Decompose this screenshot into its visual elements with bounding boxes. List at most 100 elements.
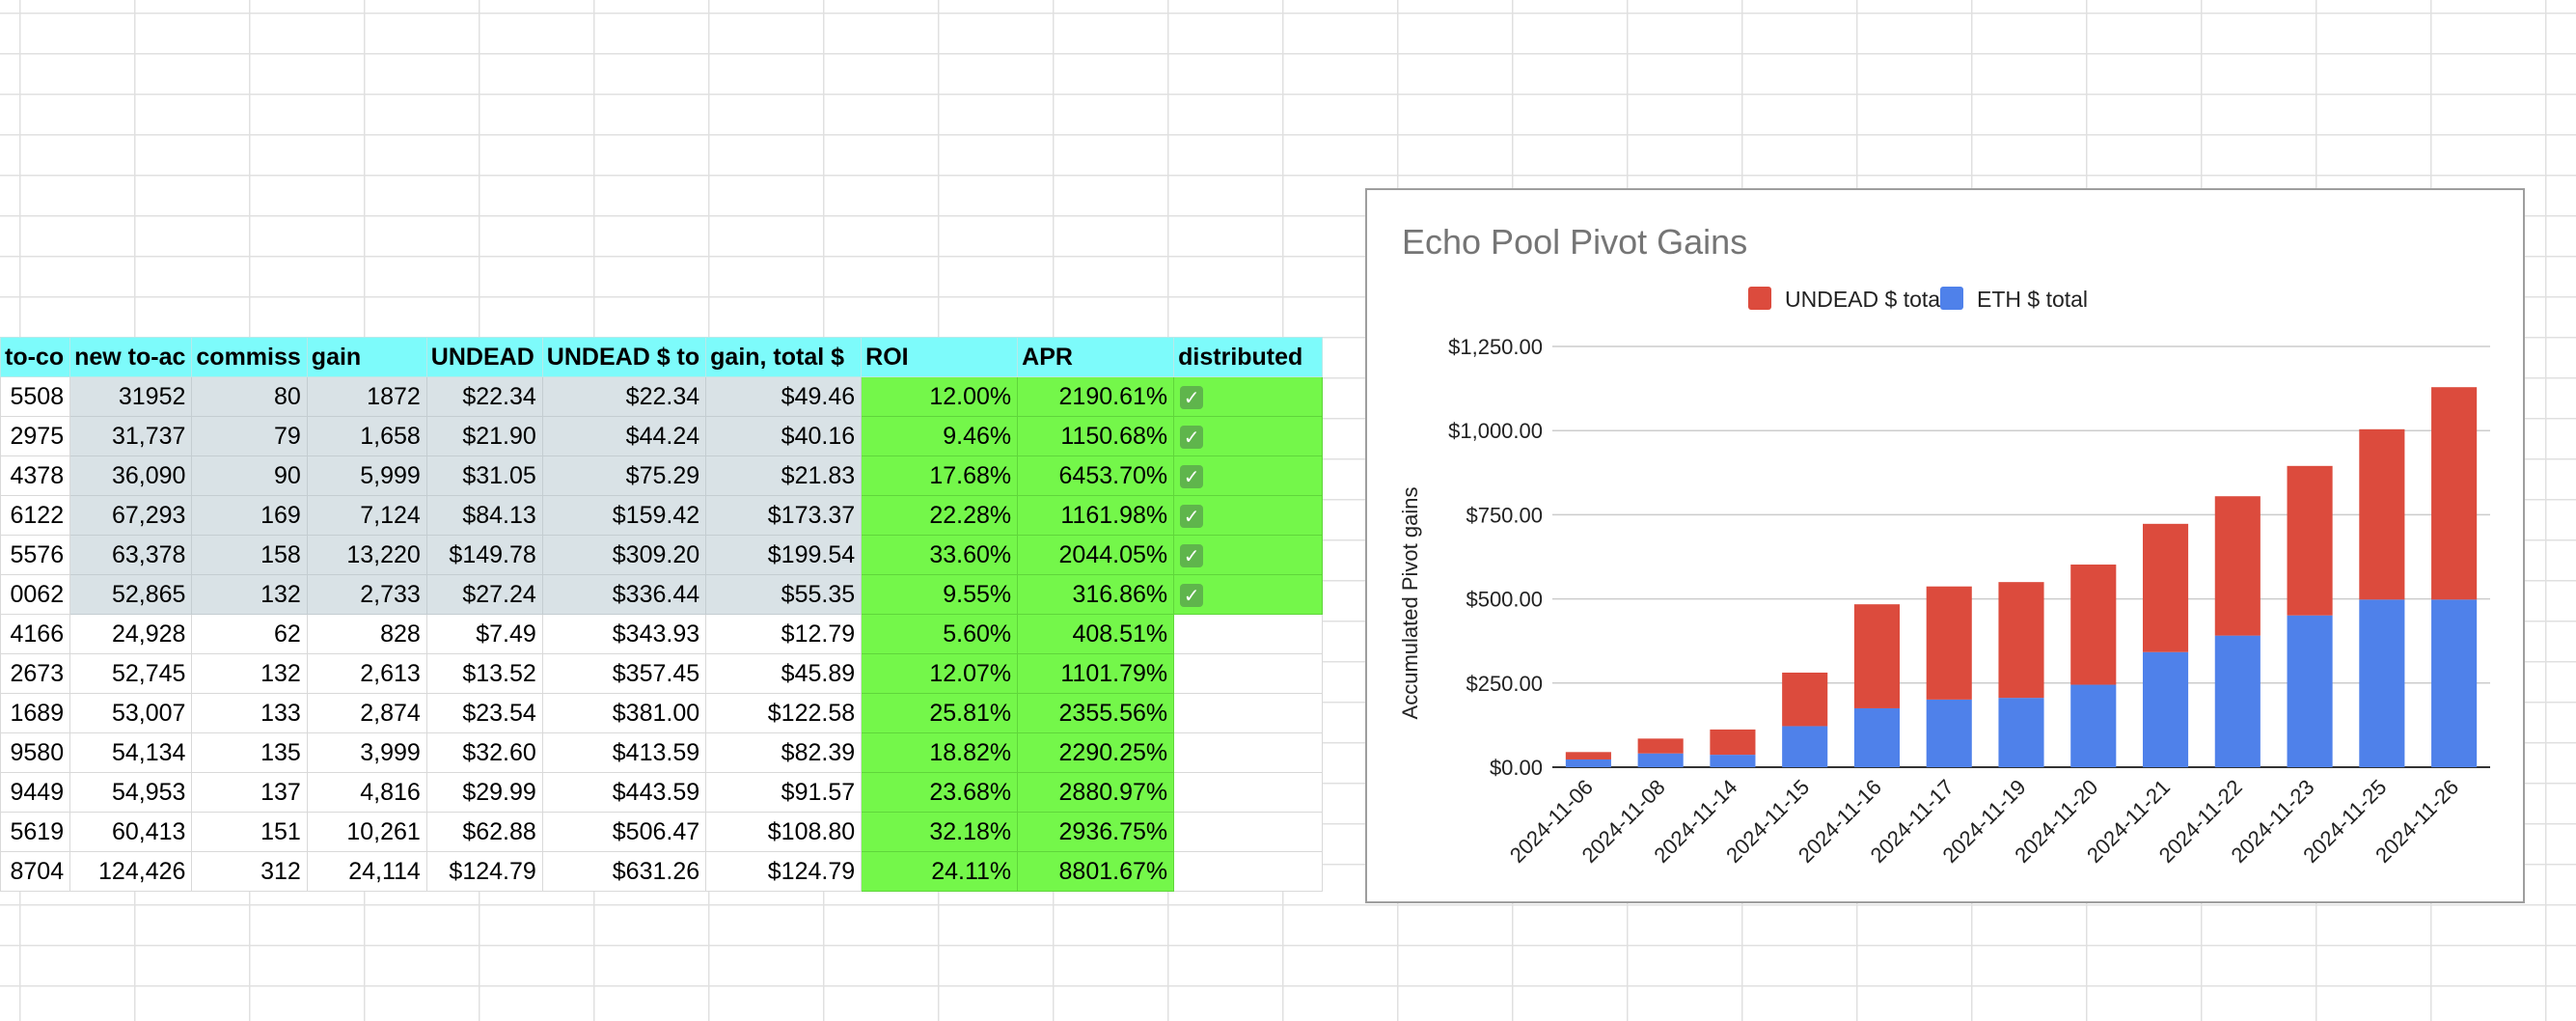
table-cell[interactable]: 1150.68% (1017, 416, 1175, 456)
table-cell[interactable]: 132 (191, 653, 308, 694)
table-cell[interactable]: $55.35 (705, 574, 863, 615)
table-cell[interactable]: 80 (191, 376, 308, 417)
table-cell[interactable]: 5,999 (306, 455, 427, 496)
table-cell[interactable]: $309.20 (541, 535, 707, 575)
table-cell[interactable]: $357.45 (541, 653, 707, 694)
column-header[interactable]: new to-ac (69, 337, 193, 377)
table-cell[interactable]: 31952 (69, 376, 193, 417)
bar-segment[interactable] (2431, 387, 2478, 600)
table-cell[interactable]: $149.78 (425, 535, 543, 575)
table-cell[interactable]: 4166 (0, 614, 71, 654)
table-cell[interactable]: 60,413 (69, 812, 193, 852)
bar-segment[interactable] (2431, 599, 2478, 767)
table-cell[interactable]: 151 (191, 812, 308, 852)
table-cell[interactable]: $413.59 (541, 732, 707, 773)
distributed-cell[interactable] (1173, 732, 1324, 773)
table-cell[interactable]: 2936.75% (1017, 812, 1175, 852)
distributed-cell[interactable] (1173, 614, 1324, 654)
bar-segment[interactable] (1637, 738, 1684, 754)
table-cell[interactable]: $7.49 (425, 614, 543, 654)
table-cell[interactable]: 36,090 (69, 455, 193, 496)
table-cell[interactable]: 2,733 (306, 574, 427, 615)
table-cell[interactable]: $31.05 (425, 455, 543, 496)
distributed-cell[interactable] (1173, 851, 1324, 892)
table-cell[interactable]: 135 (191, 732, 308, 773)
column-header[interactable]: APR (1017, 337, 1175, 377)
table-cell[interactable]: 828 (306, 614, 427, 654)
table-cell[interactable]: $32.60 (425, 732, 543, 773)
table-cell[interactable]: $108.80 (705, 812, 863, 852)
table-cell[interactable]: 137 (191, 772, 308, 813)
table-cell[interactable]: $343.93 (541, 614, 707, 654)
table-cell[interactable]: 8704 (0, 851, 71, 892)
table-cell[interactable]: 79 (191, 416, 308, 456)
bar-segment[interactable] (1565, 752, 1611, 759)
table-cell[interactable]: 2,874 (306, 693, 427, 733)
table-cell[interactable]: $159.42 (541, 495, 707, 536)
table-cell[interactable]: 9449 (0, 772, 71, 813)
table-cell[interactable]: 4378 (0, 455, 71, 496)
table-cell[interactable]: 1689 (0, 693, 71, 733)
column-header[interactable]: UNDEAD $ to (541, 337, 707, 377)
table-cell[interactable]: 133 (191, 693, 308, 733)
table-cell[interactable]: 52,865 (69, 574, 193, 615)
table-cell[interactable]: 8801.67% (1017, 851, 1175, 892)
column-header[interactable]: UNDEAD (425, 337, 543, 377)
bar-segment[interactable] (1853, 604, 1901, 708)
table-cell[interactable]: $443.59 (541, 772, 707, 813)
distributed-cell[interactable]: ✓ (1173, 455, 1324, 496)
table-cell[interactable]: 31,737 (69, 416, 193, 456)
bar-segment[interactable] (1998, 698, 2044, 767)
table-cell[interactable]: 9.46% (861, 416, 1019, 456)
table-cell[interactable]: 13,220 (306, 535, 427, 575)
table-cell[interactable]: 25.81% (861, 693, 1019, 733)
distributed-cell[interactable] (1173, 693, 1324, 733)
table-cell[interactable]: 312 (191, 851, 308, 892)
distributed-cell[interactable]: ✓ (1173, 376, 1324, 417)
table-cell[interactable]: $49.46 (705, 376, 863, 417)
distributed-cell[interactable] (1173, 812, 1324, 852)
table-cell[interactable]: 24.11% (861, 851, 1019, 892)
table-cell[interactable]: 67,293 (69, 495, 193, 536)
table-cell[interactable]: $506.47 (541, 812, 707, 852)
table-cell[interactable]: 3,999 (306, 732, 427, 773)
bar-segment[interactable] (2142, 523, 2189, 652)
column-header[interactable]: gain, total $ (705, 337, 863, 377)
table-cell[interactable]: 62 (191, 614, 308, 654)
table-cell[interactable]: $62.88 (425, 812, 543, 852)
table-cell[interactable]: 12.00% (861, 376, 1019, 417)
table-cell[interactable]: $12.79 (705, 614, 863, 654)
bar-segment[interactable] (2359, 428, 2405, 600)
distributed-cell[interactable]: ✓ (1173, 495, 1324, 536)
table-cell[interactable]: 2044.05% (1017, 535, 1175, 575)
bar-segment[interactable] (1710, 729, 1756, 756)
table-cell[interactable]: $124.79 (425, 851, 543, 892)
table-cell[interactable]: 169 (191, 495, 308, 536)
bar-segment[interactable] (2070, 565, 2117, 685)
table-cell[interactable]: 63,378 (69, 535, 193, 575)
table-cell[interactable]: $173.37 (705, 495, 863, 536)
table-cell[interactable]: 316.86% (1017, 574, 1175, 615)
table-cell[interactable]: 32.18% (861, 812, 1019, 852)
distributed-cell[interactable] (1173, 772, 1324, 813)
table-cell[interactable]: 1101.79% (1017, 653, 1175, 694)
table-cell[interactable]: 5619 (0, 812, 71, 852)
table-cell[interactable]: 53,007 (69, 693, 193, 733)
table-cell[interactable]: $631.26 (541, 851, 707, 892)
table-cell[interactable]: 9.55% (861, 574, 1019, 615)
table-cell[interactable]: 2190.61% (1017, 376, 1175, 417)
table-cell[interactable]: $22.34 (541, 376, 707, 417)
table-cell[interactable]: $91.57 (705, 772, 863, 813)
table-cell[interactable]: $21.90 (425, 416, 543, 456)
column-header[interactable]: distributed (1173, 337, 1324, 377)
table-cell[interactable]: 2290.25% (1017, 732, 1175, 773)
bar-segment[interactable] (1565, 759, 1611, 767)
bar-segment[interactable] (2214, 496, 2261, 636)
bar-segment[interactable] (2359, 599, 2405, 767)
table-cell[interactable]: 52,745 (69, 653, 193, 694)
table-cell[interactable]: 24,114 (306, 851, 427, 892)
bar-segment[interactable] (1998, 582, 2044, 699)
table-cell[interactable]: 6122 (0, 495, 71, 536)
table-cell[interactable]: 2,613 (306, 653, 427, 694)
table-cell[interactable]: 5576 (0, 535, 71, 575)
